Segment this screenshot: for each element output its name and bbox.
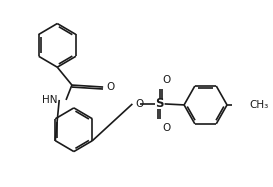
Text: O: O [135, 99, 144, 109]
Text: O: O [163, 123, 171, 133]
Text: S: S [155, 97, 164, 110]
Text: CH₃: CH₃ [250, 100, 269, 110]
Text: O: O [163, 75, 171, 85]
Text: O: O [106, 82, 114, 92]
Text: HN: HN [42, 95, 57, 105]
